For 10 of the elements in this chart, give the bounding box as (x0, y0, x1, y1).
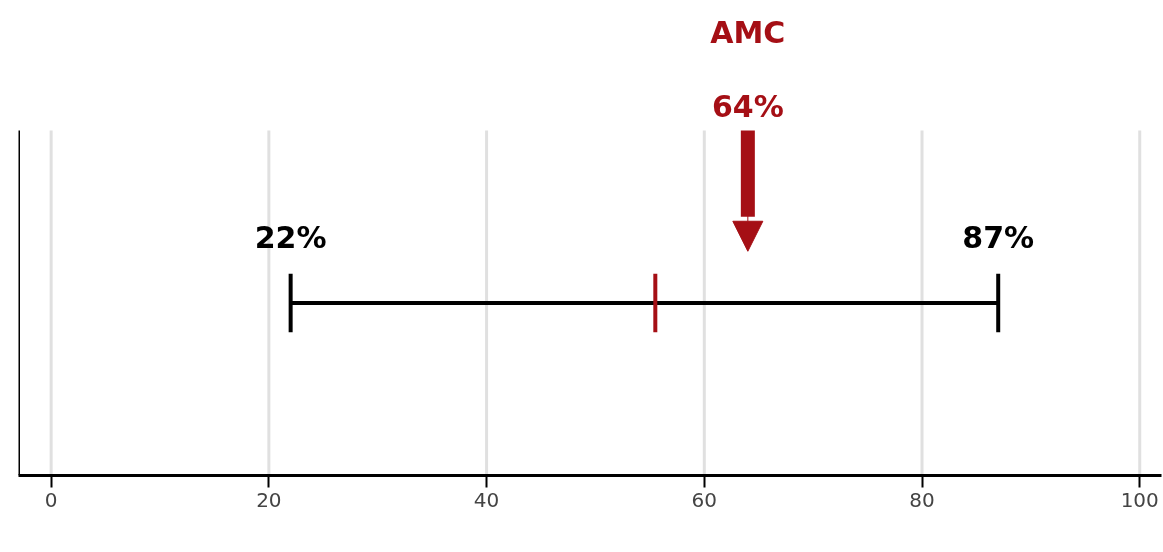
text: AMC (710, 14, 786, 50)
x-tick-label: 60 (691, 487, 718, 512)
ref-line-label: 64% (711, 88, 784, 124)
x-tick-label: 0 (44, 487, 58, 512)
annotation: 22% (254, 219, 327, 255)
x-tick-label: 80 (909, 487, 935, 512)
x-tick-label: 40 (473, 487, 500, 512)
annotation: 87% (962, 219, 1035, 255)
x-tick-label: 100 (1120, 487, 1159, 512)
x-tick-label: 20 (256, 487, 282, 512)
